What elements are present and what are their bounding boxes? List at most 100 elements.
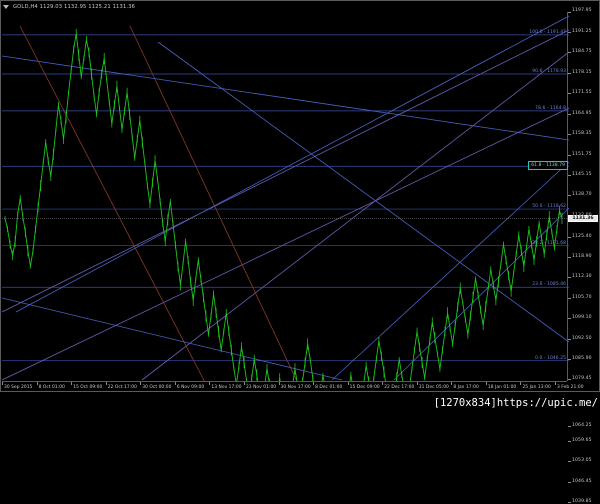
plot-svg — [2, 15, 569, 381]
blue-wedge-rising — [15, 15, 569, 313]
time-axis[interactable]: 30 Sep 2015 8 Oct 01:00 15 Oct 09:00 22 Oct… — [2, 381, 584, 392]
time-tick-label: 23 Nov 01:00 — [245, 385, 277, 391]
time-tick-mark — [209, 382, 211, 385]
symbol-label: GOLD,H4 1129.03 1132.95 1125.21 1131.36 — [13, 3, 136, 10]
price-tick-label: 1158.35 — [572, 131, 592, 137]
time-tick-label: 30 Sep 2015 — [4, 385, 33, 391]
price-tick-label: 1178.15 — [572, 69, 592, 75]
price-series-line — [4, 33, 563, 381]
watermark: [1270x834]https://upic.me/ — [0, 392, 600, 413]
time-tick-mark — [105, 382, 107, 385]
time-tick-label: 8 Oct 01:00 — [38, 385, 65, 391]
price-tick-label: 1085.90 — [572, 356, 592, 362]
price-tick-mark — [568, 440, 571, 442]
time-tick-label: 25 Jan 13:00 — [522, 385, 551, 391]
price-tick-mark — [568, 338, 571, 340]
price-tick-mark — [568, 256, 571, 258]
price-tick-label: 1112.30 — [572, 274, 592, 280]
price-tick-label: 1164.95 — [572, 110, 592, 116]
current-price-tag: 1131.36 — [568, 215, 598, 223]
current-price-value: 1131.36 — [572, 216, 594, 222]
price-tick-mark — [568, 52, 571, 54]
time-tick-mark — [451, 382, 453, 385]
price-tick-label: 1039.85 — [572, 499, 592, 504]
fib-level-label: 78.6 - 1164.8 — [535, 105, 566, 111]
fib-level-label: 61.8 - 1138.79 — [528, 160, 568, 170]
price-tick-mark — [568, 11, 571, 13]
price-tick-mark — [568, 195, 571, 197]
price-tick-label: 1092.50 — [572, 335, 592, 341]
time-tick-mark — [140, 382, 142, 385]
violet-channel-lower — [2, 107, 569, 381]
time-tick-label: 6 Nov 09:00 — [176, 385, 205, 391]
price-tick-label: 1145.15 — [572, 172, 592, 178]
time-tick-label: 30 Oct 00:00 — [142, 385, 172, 391]
price-tick-label: 1079.45 — [572, 376, 592, 382]
price-candles — [4, 28, 563, 381]
blue-support-inner — [393, 207, 569, 381]
price-tick-mark — [568, 134, 571, 136]
price-tick-mark — [568, 175, 571, 177]
blue-wedge-falling — [157, 41, 569, 343]
price-tick-mark — [568, 502, 571, 504]
time-tick-mark — [520, 382, 522, 385]
time-tick-mark — [174, 382, 176, 385]
price-tick-mark — [568, 72, 571, 74]
time-tick-mark — [278, 382, 280, 385]
price-tick-mark — [568, 461, 571, 463]
price-tick-label: 1105.70 — [572, 294, 592, 300]
price-tick-mark — [568, 359, 571, 361]
time-tick-label: 30 Nov 17:00 — [280, 385, 311, 391]
price-tick-mark — [568, 113, 571, 115]
price-tick-label: 1151.75 — [572, 151, 592, 157]
time-tick-mark — [313, 382, 315, 385]
symbol-header: GOLD,H4 1129.03 1132.95 1125.21 1131.36 — [3, 2, 135, 11]
time-tick-mark — [382, 382, 384, 385]
price-tick-mark — [568, 379, 571, 381]
fib-level-label: 100.0 - 1191.47 — [529, 29, 566, 35]
time-tick-mark — [71, 382, 73, 385]
time-tick-mark — [243, 382, 245, 385]
time-tick-mark — [347, 382, 349, 385]
time-tick-mark — [2, 382, 3, 385]
price-axis[interactable]: 1197.95 1191.25 1184.75 1178.15 1171.55 1164.… — [567, 8, 598, 504]
fib-level-label: 38.2 - 1101.68 — [532, 240, 566, 246]
price-tick-mark — [568, 481, 571, 483]
price-tick-mark — [568, 426, 571, 428]
price-tick-label: 1064.25 — [572, 423, 592, 429]
time-tick-mark — [485, 382, 487, 385]
price-tick-label: 1138.70 — [572, 192, 592, 198]
price-tick-label: 1118.90 — [572, 253, 592, 259]
price-tick-mark — [568, 93, 571, 95]
price-tick-label: 1184.75 — [572, 49, 592, 55]
price-tick-mark — [568, 236, 571, 238]
triangle-down-icon[interactable] — [3, 4, 9, 9]
time-tick-label: 15 Dec 09:00 — [349, 385, 380, 391]
time-tick-label: 15 Oct 09:00 — [73, 385, 103, 391]
violet-channel-mid — [141, 51, 569, 381]
price-tick-label: 1171.55 — [572, 90, 592, 96]
blue-wedge-upper — [2, 55, 569, 141]
price-tick-mark — [568, 154, 571, 156]
blue-wedge-lower — [2, 297, 343, 381]
time-tick-label: 3 Feb 21:00 — [557, 385, 584, 391]
red-channel-right — [129, 25, 298, 381]
price-tick-label: 1046.45 — [572, 478, 592, 484]
violet-channel-upper — [2, 29, 569, 313]
time-tick-mark — [416, 382, 418, 385]
time-tick-label: 13 Nov 17:00 — [211, 385, 242, 391]
watermark-text: [1270x834]https://upic.me/ — [433, 396, 598, 409]
price-tick-mark — [568, 277, 571, 279]
time-tick-label: 31 Dec 05:00 — [418, 385, 449, 391]
time-tick-label: 22 Dec 17:00 — [384, 385, 415, 391]
price-tick-label: 1191.25 — [572, 29, 592, 35]
time-tick-mark — [36, 382, 38, 385]
blue-support-rising — [331, 161, 569, 381]
price-tick-mark — [568, 297, 571, 299]
plot-area[interactable] — [2, 12, 569, 381]
price-tick-label: 1099.10 — [572, 315, 592, 321]
price-tick-label: 1053.05 — [572, 458, 592, 464]
price-tick-label: 1125.40 — [572, 233, 592, 239]
